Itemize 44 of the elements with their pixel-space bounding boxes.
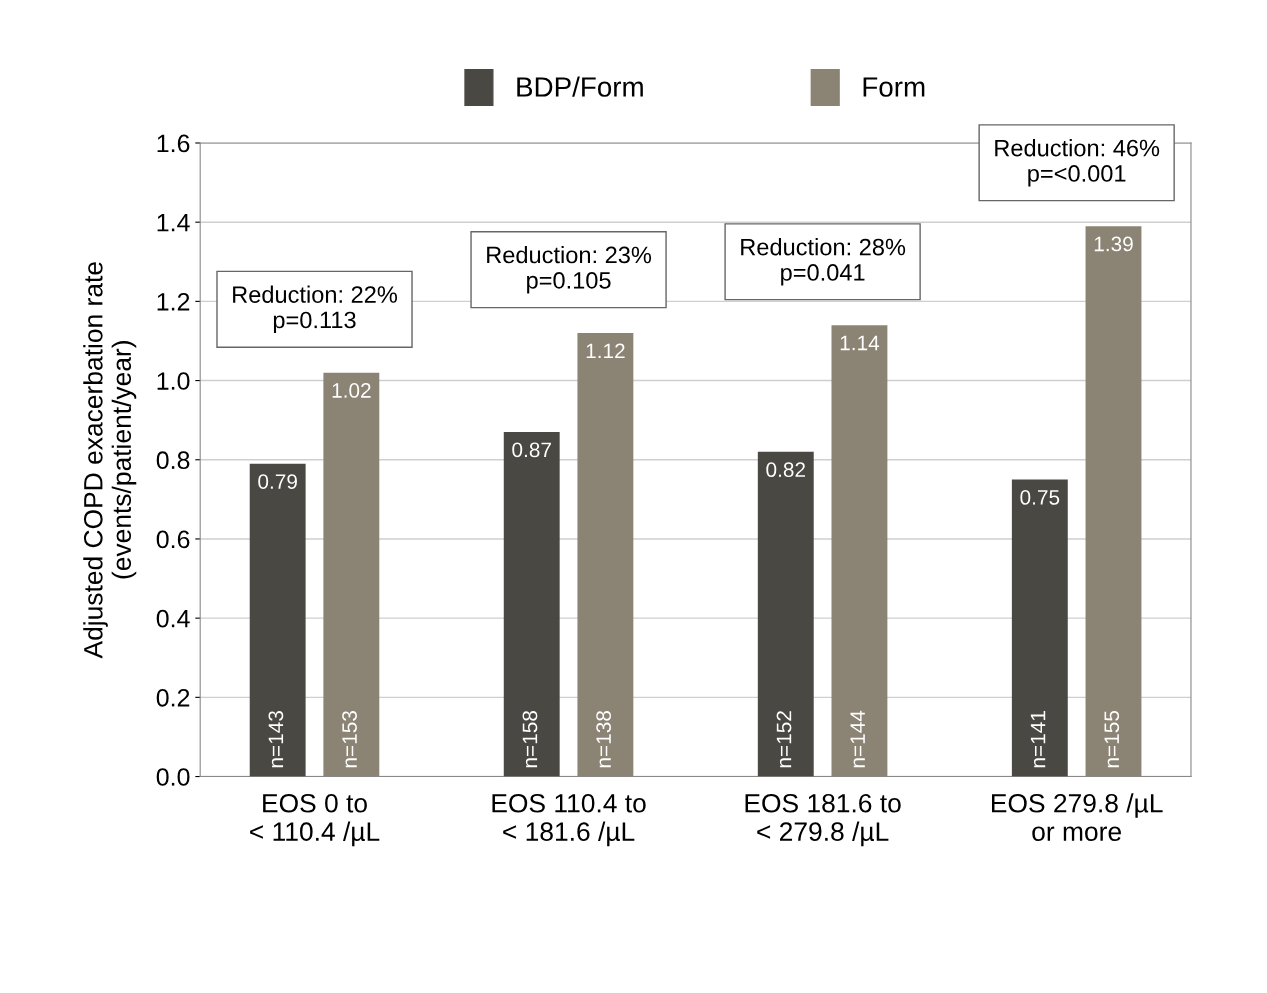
annotation: Reduction: 23% p=0.105 [487,245,652,294]
annotation: n=155 [1104,710,1120,768]
data-label: 0.79 [258,474,297,489]
annotation: Reduction: 22% p=0.113 [233,285,398,334]
data-label: 0.87 [512,442,551,458]
annotation: n=143 [268,711,284,768]
text: 0.8 [156,451,190,470]
annotation: n=138 [596,711,611,768]
bar [757,451,814,777]
bar [1085,226,1142,777]
bar [323,372,380,777]
annotation: Reduction: 28% p=0.041 [741,238,906,286]
data-label: 1.39 [1094,236,1133,252]
text: 0.6 [156,530,190,549]
text: 0.0 [156,768,190,786]
x-tick-label: EOS 0 to < 110.4 /µL [250,793,380,847]
x-tick-label: EOS 110.4 to < 181.6 /µL [492,793,646,847]
text: 1.0 [157,372,190,390]
bar [503,432,560,777]
annotation: n=158 [522,711,538,768]
bar [577,333,634,777]
data-label: 1.14 [840,335,880,351]
bar [249,463,306,777]
bar [1011,479,1068,777]
legend-label: Form [863,77,925,97]
annotation: n=153 [342,711,357,768]
data-label: 1.02 [332,383,371,398]
annotation: n=152 [776,711,792,768]
bar [831,325,888,777]
annotation: Reduction: 46% p=<0.001 [995,139,1160,187]
data-label: 0.82 [766,462,805,478]
text: 1.2 [157,292,190,311]
x-tick-label: EOS 279.8 /µL or more [992,793,1163,841]
data-label: 1.12 [586,343,625,359]
text: 1.4 [157,214,190,232]
annotation: n=141 [1030,711,1046,768]
legend-label: BDP/Form [517,76,643,97]
annotation: n=144 [850,710,865,768]
x-tick-label: EOS 181.6 to < 279.8 /µL [745,793,901,847]
y-axis-title: Adjusted COPD exacerbation rate (events/patient/year) [83,262,137,659]
data-label: 0.75 [1020,490,1060,505]
text: 1.6 [157,134,190,153]
text: 0.2 [156,688,190,707]
text: 0.4 [156,609,190,628]
